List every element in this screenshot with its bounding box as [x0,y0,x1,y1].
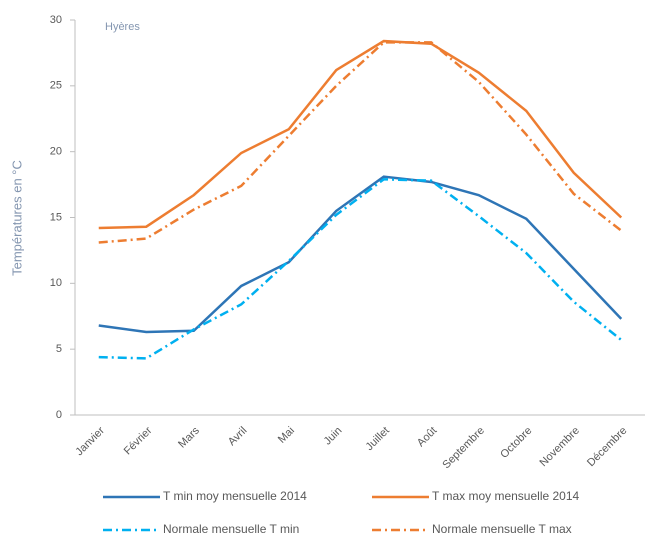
legend-label: Normale mensuelle T min [163,522,299,536]
series-line [98,178,623,360]
y-tick-label: 30 [50,14,62,26]
x-tick-label: Novembre [538,425,582,469]
y-tick-label: 20 [50,146,62,158]
y-axis-label: Températures en °C [9,160,24,276]
x-tick-label: Juillet [364,425,392,453]
y-tick-label: 25 [50,80,62,92]
y-tick-label: 5 [56,343,62,355]
x-tick-label: Octobre [498,425,534,461]
x-tick-label: Juin [322,425,345,448]
x-tick-label: Août [415,425,439,449]
x-tick-label: Janvier [73,424,107,458]
legend-label: T min moy mensuelle 2014 [163,489,307,503]
series-line [98,175,623,334]
series-line [98,41,623,244]
legend-label: T max moy mensuelle 2014 [432,489,580,503]
x-tick-label: Mai [276,425,297,446]
annotation: Hyères [105,21,140,33]
x-tick-label: Décembre [585,425,629,469]
y-tick-label: 0 [56,409,62,421]
x-tick-label: Mars [176,424,202,450]
y-tick-label: 15 [50,211,62,223]
series-line [98,39,623,230]
x-tick-label: Septembre [440,425,487,472]
x-tick-label: Avril [226,425,249,448]
legend-label: Normale mensuelle T max [432,522,572,536]
y-tick-label: 10 [50,277,62,289]
x-tick-label: Février [122,424,155,457]
